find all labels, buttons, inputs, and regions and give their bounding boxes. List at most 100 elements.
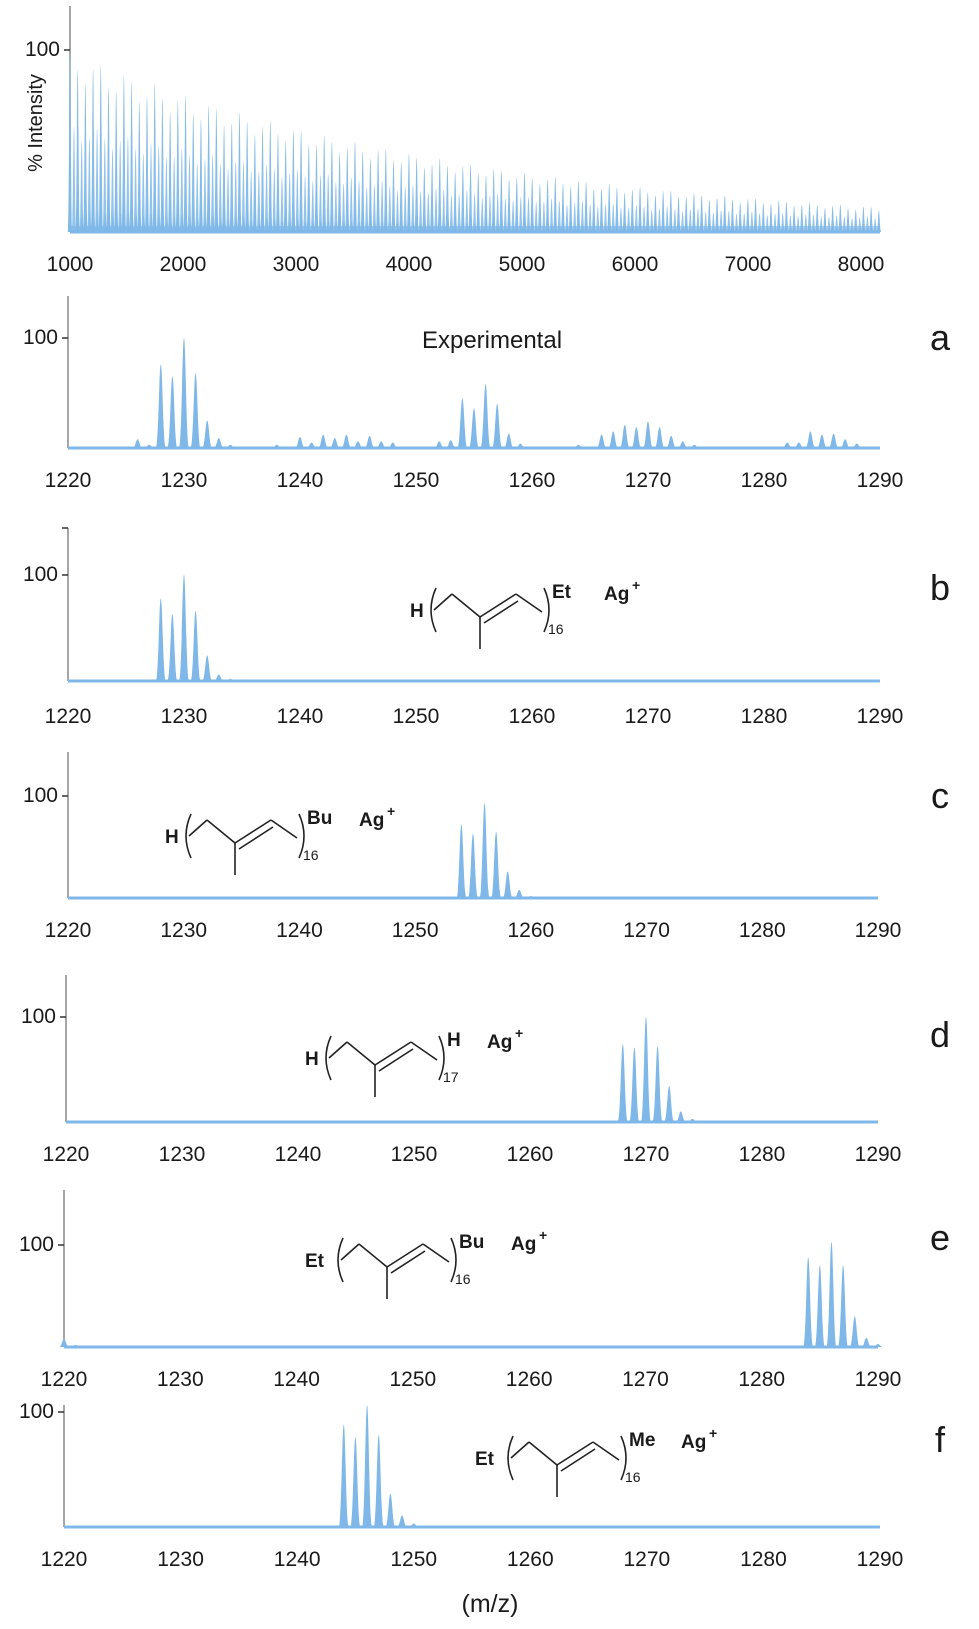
overview-peak [279,176,285,232]
overview-peak [241,161,246,232]
overview-peak [468,164,473,232]
structure-right-bracket [450,1237,457,1283]
overview-peak [568,186,573,232]
spectrum-peak [213,674,224,681]
x-tick-label: 1280 [739,1143,786,1166]
overview-peak [483,175,489,232]
overview-peak [641,206,647,232]
overview-peak [352,141,358,232]
structure-left-bracket [325,1035,332,1081]
overview-peak [634,204,639,232]
overview-peak [71,126,77,232]
overview-peak [406,153,412,232]
structure-bond [188,819,208,837]
overview-peak [861,206,866,232]
overview-peak [699,195,704,232]
structure-right-group: Bu [459,1232,484,1253]
x-tick-label: 1240 [273,1368,320,1391]
structure-bond [422,1243,450,1263]
overview-peak [206,105,211,232]
panel-d: 100 1220 1230 1240 1250 1260 1270 1280 1290 d H H 17… [21,975,950,1166]
spectrum-peak [341,434,352,448]
overview-peak [503,198,508,232]
structure-bond [515,593,543,613]
spectrum-peak [329,438,340,448]
x-tick-label: 1260 [507,1548,554,1571]
overview-peak [433,188,439,232]
spectrum-peak [817,434,827,448]
overview-peak [691,193,697,232]
structure-ion: Ag [359,810,384,831]
structure-bond [328,1041,348,1059]
overview-peak [660,191,666,232]
overview-peak [264,164,269,232]
structure-bond [270,819,298,839]
spectrum-peak [652,1046,663,1122]
structure-ion: Ag [681,1432,706,1453]
overview-peak [94,128,100,232]
x-tick-label: 1240 [277,705,324,728]
overview-peak [799,204,805,232]
overview-peak [576,181,581,232]
panel-letter: c [931,775,949,816]
overview-peak [776,200,781,232]
structure-repeat-count: 16 [455,1271,471,1287]
x-tick-label: 1260 [507,1143,554,1166]
overview-peak [329,141,335,232]
overview-peak [611,203,616,232]
x-tick-label: 4000 [386,253,433,276]
overview-peak [218,163,223,232]
structure-ion: Ag [487,1032,512,1053]
overview-peak [480,198,485,232]
structure-bond [410,1041,438,1061]
x-tick-label: 1220 [43,1143,90,1166]
structure-ion: Ag [604,584,629,605]
overview-peak [791,205,797,232]
overview-peak [298,130,304,232]
structure-double-bond [479,593,517,618]
spectrum-peak [295,437,305,448]
overview-peak [387,185,393,232]
chemical-structure: H Bu 16 Ag + [165,803,395,875]
spectrum-peak [805,431,816,448]
structure-bond [340,1243,360,1261]
overview-peak [214,108,219,232]
spectrum-peak [353,441,363,448]
structure-double-bond [556,1441,594,1466]
structure-right-bracket [543,587,550,633]
spectrum-peak [434,441,445,448]
x-tick-label: 1280 [740,1548,787,1571]
overview-peak [110,148,115,232]
spectrum-peak [654,427,665,448]
spectrum-peak [480,384,491,448]
chemical-structure: H H 17 Ag + [305,1025,523,1097]
spectrum-peak [190,373,201,448]
overview-peak [87,137,92,232]
overview-peak [676,196,681,232]
overview-peak [487,195,493,232]
spectrum-peak [631,427,642,448]
x-tick-label: 1240 [276,919,323,942]
structure-repeat-count: 17 [443,1069,459,1085]
overview-peak [268,120,273,232]
overview-peak [564,204,570,232]
overview-peak [441,189,446,232]
spectrum-peak [469,408,479,448]
overview-peak [171,156,177,232]
overview-peak [622,192,627,232]
overview-peak [210,154,215,232]
structure-ion-charge: + [709,1425,717,1441]
spectrum-peaks [617,1017,698,1122]
spectrum-peak [491,831,502,898]
overview-peak [337,152,342,232]
structure-right-bracket [298,813,305,859]
spectrum-peak [861,1337,872,1347]
structure-double-bond [386,1243,424,1268]
x-tick-label: 1230 [160,919,207,942]
overview-peak [591,188,597,232]
structure-right-group: Bu [307,808,332,829]
overview-peak [510,200,516,232]
structure-double-bond [390,1250,426,1274]
spectrum-peaks [67,50,882,233]
